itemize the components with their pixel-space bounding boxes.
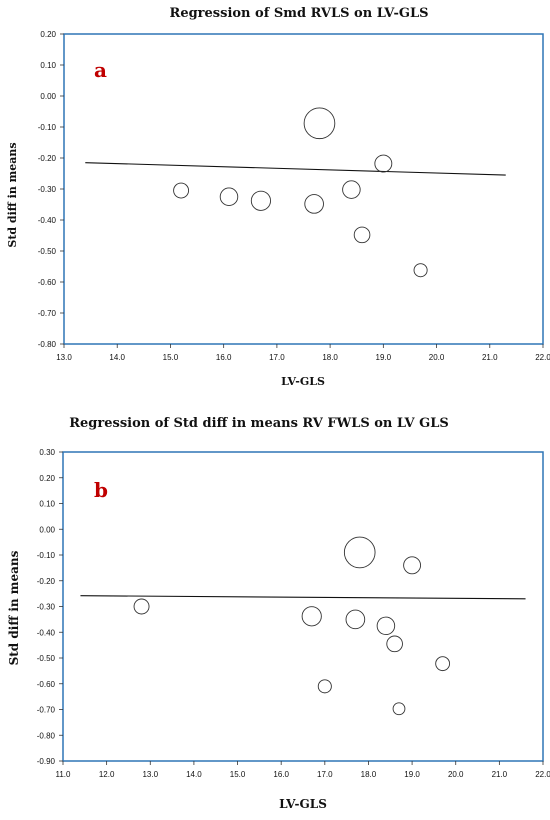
x-tick-label: 20.0 — [448, 770, 464, 779]
x-axis-label: LV-GLS — [281, 375, 325, 388]
data-point — [317, 679, 332, 694]
data-point — [386, 635, 403, 653]
y-tick-label: 0.30 — [39, 448, 55, 457]
chart-title: Regression of Std diff in means RV FWLS … — [69, 416, 449, 431]
data-point — [173, 182, 190, 199]
chart-panel-b: Regression of Std diff in means RV FWLS … — [7, 416, 550, 811]
points-group — [173, 107, 428, 278]
regression-line-group — [85, 162, 506, 176]
y-tick-label: -0.50 — [38, 247, 57, 256]
chart-panel-a: Regression of Smd RVLS on LV-GLS a 0.200… — [6, 6, 550, 388]
data-point — [376, 616, 396, 636]
y-tick-label: -0.70 — [37, 706, 56, 715]
plot-area — [62, 451, 544, 762]
y-axis-label: Std diff in means — [7, 550, 21, 665]
y-tick-label: -0.40 — [38, 216, 57, 225]
y-axis-label: Std diff in means — [6, 142, 19, 247]
x-tick-label: 19.0 — [404, 770, 420, 779]
regression-line-group — [80, 595, 526, 600]
data-point — [342, 180, 361, 199]
y-tick-label: -0.10 — [38, 123, 57, 132]
y-tick-label: -0.60 — [37, 680, 56, 689]
x-tick-label: 13.0 — [56, 353, 72, 362]
x-tick-label: 20.0 — [429, 353, 445, 362]
data-point — [304, 194, 324, 214]
data-point — [353, 226, 371, 244]
x-tick-label: 18.0 — [322, 353, 338, 362]
data-point — [343, 536, 376, 569]
x-axis: 13.0 14.0 15.0 16.0 17.0 18.0 19.0 20.0 21.0 22.0 — [56, 344, 550, 362]
y-tick-label: -0.30 — [38, 185, 57, 194]
data-point — [219, 187, 239, 206]
x-tick-label: 15.0 — [163, 353, 179, 362]
data-point — [133, 598, 150, 615]
y-tick-label: -0.30 — [37, 603, 56, 612]
data-point — [374, 154, 393, 173]
x-axis: 11.0 12.0 13.0 14.0 15.0 16.0 17.0 18.0 19.0 20.0… — [56, 761, 550, 779]
x-tick-label: 17.0 — [317, 770, 333, 779]
y-tick-label: 0.00 — [39, 525, 55, 534]
y-tick-label: -0.40 — [37, 628, 56, 637]
data-point — [413, 263, 428, 278]
y-tick-label: -0.50 — [37, 654, 56, 663]
x-tick-label: 17.0 — [269, 353, 285, 362]
y-tick-label: -0.20 — [37, 577, 56, 586]
y-tick-label: -0.90 — [37, 757, 56, 766]
x-axis-label: LV-GLS — [279, 797, 327, 811]
y-tick-label: 0.10 — [39, 500, 55, 509]
x-tick-label: 11.0 — [56, 770, 72, 779]
plot-area — [63, 33, 544, 345]
x-tick-label: 22.0 — [535, 353, 550, 362]
x-tick-label: 16.0 — [216, 353, 232, 362]
x-tick-label: 14.0 — [109, 353, 125, 362]
data-point — [435, 656, 451, 672]
data-point — [345, 609, 366, 630]
y-tick-label: -0.70 — [38, 309, 57, 318]
data-point — [392, 702, 406, 716]
data-point — [303, 107, 336, 140]
y-tick-label: 0.00 — [40, 92, 56, 101]
y-tick-label: -0.10 — [37, 551, 56, 560]
points-group — [133, 536, 451, 716]
x-tick-label: 15.0 — [230, 770, 246, 779]
x-tick-label: 21.0 — [482, 353, 498, 362]
panel-label: b — [94, 478, 108, 502]
x-tick-label: 21.0 — [492, 770, 508, 779]
y-tick-label: -0.20 — [38, 154, 57, 163]
regression-line — [80, 595, 526, 600]
x-tick-label: 13.0 — [142, 770, 158, 779]
data-point — [250, 190, 271, 211]
data-point — [301, 606, 322, 627]
data-point — [403, 556, 422, 575]
x-tick-label: 14.0 — [186, 770, 202, 779]
y-tick-label: -0.80 — [38, 340, 57, 349]
y-tick-label: -0.60 — [38, 278, 57, 287]
chart-title: Regression of Smd RVLS on LV-GLS — [170, 6, 429, 21]
y-tick-label: 0.20 — [39, 474, 55, 483]
y-tick-label: -0.80 — [37, 731, 56, 740]
x-tick-label: 16.0 — [273, 770, 289, 779]
panel-label: a — [94, 58, 107, 82]
y-tick-label: 0.20 — [40, 30, 56, 39]
x-tick-label: 19.0 — [376, 353, 392, 362]
regression-line — [85, 162, 506, 176]
y-tick-label: 0.10 — [40, 61, 56, 70]
y-axis: 0.20 0.10 0.00 -0.10 -0.20 -0.30 -0.40 -0.50 -0.… — [38, 30, 64, 349]
x-tick-label: 22.0 — [535, 770, 550, 779]
x-tick-label: 18.0 — [361, 770, 377, 779]
y-axis: 0.30 0.20 0.10 0.00 -0.10 -0.20 -0.30 -0.40 -0.5… — [37, 448, 63, 766]
x-tick-label: 12.0 — [99, 770, 115, 779]
